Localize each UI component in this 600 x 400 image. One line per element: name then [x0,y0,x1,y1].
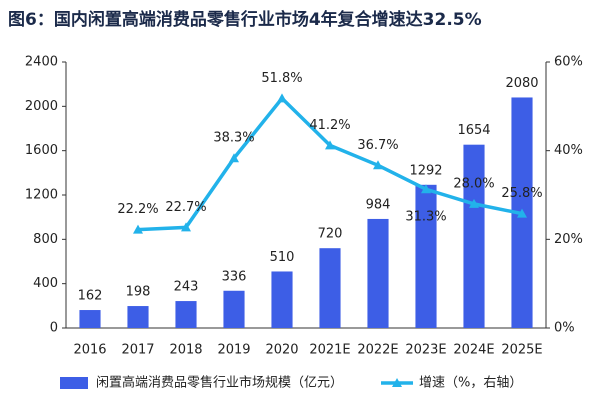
y2-tick-label: 40% [554,143,583,158]
x-tick-label: 2025E [501,343,542,358]
line-label: 22.7% [165,200,206,215]
y-tick-label: 2400 [25,55,58,70]
bar-label: 1654 [457,123,490,138]
y2-tick-label: 0% [554,321,575,336]
line-marker [373,160,383,170]
y-tick-label: 2000 [25,99,58,114]
line-label: 36.7% [357,138,398,153]
x-tick-label: 2016 [73,343,106,358]
x-tick-label: 2024E [453,343,494,358]
line-label: 25.8% [501,186,542,201]
bar-label: 2080 [505,76,538,91]
line-marker [469,198,479,208]
bar-label: 1292 [409,163,442,178]
bar [223,290,245,328]
y-tick-label: 800 [33,232,58,247]
line-label: 38.3% [213,131,254,146]
bar [271,271,293,328]
line-marker [421,184,431,194]
line-marker [277,93,287,103]
line-marker [181,222,191,232]
bar [367,218,389,328]
x-tick-label: 2022E [357,343,398,358]
bar-label: 162 [78,289,103,304]
bar [175,301,197,328]
legend-label: 增速（%，右轴） [419,376,522,391]
legend-label: 闲置高端消费品零售行业市场规模（亿元） [96,375,343,391]
chart-title: 图6：国内闲置高端消费品零售行业市场4年复合增速达32.5% [8,9,482,30]
y-tick-label: 1200 [25,188,58,203]
x-tick-label: 2021E [309,343,350,358]
line-marker [325,140,335,150]
y-tick-label: 400 [33,276,58,291]
bar [463,144,485,328]
y2-tick-label: 20% [554,232,583,247]
x-tick-label: 2023E [405,343,446,358]
line-label: 28.0% [453,176,494,191]
line-label: 51.8% [261,71,302,86]
line-marker [517,208,527,218]
bar-label: 720 [318,227,343,242]
bar [415,184,437,328]
y-tick-label: 0 [50,321,58,336]
line-label: 41.2% [309,118,350,133]
legend-marker [392,378,403,387]
x-tick-label: 2019 [217,343,250,358]
x-tick-label: 2018 [169,343,202,358]
bar-label: 984 [366,197,391,212]
bar [79,310,101,328]
bar [319,248,341,328]
x-tick-label: 2017 [121,343,154,358]
y-tick-label: 1600 [25,143,58,158]
legend-swatch [60,377,88,389]
bar-label: 510 [270,250,295,265]
bar-label: 243 [174,280,199,295]
bar-label: 198 [126,285,151,300]
y2-tick-label: 60% [554,55,583,70]
bar-label: 336 [222,269,247,284]
line-label: 31.3% [405,210,446,225]
line-marker [133,224,143,234]
line-marker [229,153,239,163]
line-label: 22.2% [117,202,158,217]
x-tick-label: 2020 [265,343,298,358]
bar [127,306,149,328]
